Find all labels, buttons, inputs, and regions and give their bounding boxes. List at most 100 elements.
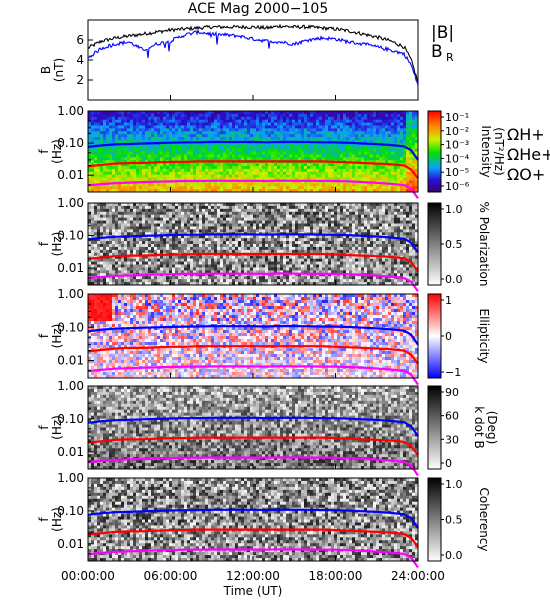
heatmap-cell xyxy=(199,255,203,260)
heatmap-cell xyxy=(394,119,398,123)
heatmap-cell xyxy=(241,125,245,129)
heatmap-cell xyxy=(148,220,152,224)
heatmap-cell xyxy=(160,168,164,173)
heatmap-cell xyxy=(175,276,179,280)
heatmap-cell xyxy=(175,134,179,138)
colorbar-tick-label: 10⁻⁵ xyxy=(445,166,469,179)
heatmap-cell xyxy=(346,163,350,167)
heatmap-cell xyxy=(286,165,290,170)
heatmap-cell xyxy=(229,276,233,280)
heatmap-cell xyxy=(382,111,386,115)
heatmap-cell xyxy=(373,145,377,149)
heatmap-cell xyxy=(103,171,107,176)
heatmap-cell xyxy=(229,186,233,190)
heatmap-cell xyxy=(199,258,203,262)
heatmap-cell xyxy=(130,252,134,257)
heatmap-cell xyxy=(244,238,248,242)
heatmap-cell xyxy=(193,174,197,178)
heatmap-cell xyxy=(238,211,242,216)
heatmap-cell xyxy=(187,174,191,178)
heatmap-cell xyxy=(121,244,125,248)
heatmap-cell xyxy=(220,177,224,181)
heatmap-cell xyxy=(214,122,218,126)
heatmap-cell xyxy=(268,217,272,221)
heatmap-cell xyxy=(217,119,221,123)
heatmap-cell xyxy=(307,128,311,132)
heatmap-cell xyxy=(235,154,239,158)
heatmap-cell xyxy=(199,148,203,152)
heatmap-cell xyxy=(223,163,227,167)
heatmap-cell xyxy=(268,264,272,268)
heatmap-cell xyxy=(163,134,167,138)
heatmap-cell xyxy=(349,137,353,141)
heatmap-cell xyxy=(190,142,194,147)
heatmap-cell xyxy=(103,119,107,123)
heatmap-cell xyxy=(406,151,410,155)
heatmap-cell xyxy=(109,157,113,161)
heatmap-cell xyxy=(208,171,212,176)
heatmap-cell xyxy=(277,189,281,193)
heatmap-cell xyxy=(205,151,209,155)
heatmap-cell xyxy=(196,183,200,187)
heatmap-cell xyxy=(133,128,137,132)
heatmap-cell xyxy=(247,214,251,219)
heatmap-cell xyxy=(190,148,194,152)
heatmap-cell xyxy=(283,134,287,138)
heatmap-cell xyxy=(145,246,149,251)
heatmap-cell xyxy=(148,226,152,230)
heatmap-cell xyxy=(103,148,107,152)
heatmap-cell xyxy=(346,168,350,173)
heatmap-cell xyxy=(280,128,284,132)
heatmap-cell xyxy=(229,116,233,121)
heatmap-cell xyxy=(160,165,164,170)
heatmap-cell xyxy=(229,157,233,161)
heatmap-cell xyxy=(292,142,296,147)
heatmap-cell xyxy=(358,139,362,144)
heatmap-cell xyxy=(178,171,182,176)
heatmap-cell xyxy=(178,214,182,219)
heatmap-cell xyxy=(166,220,170,224)
heatmap-cell xyxy=(373,134,377,138)
heatmap-cell xyxy=(220,244,224,248)
heatmap-cell xyxy=(253,154,257,158)
heatmap-cell xyxy=(139,214,143,219)
heatmap-cell xyxy=(403,134,407,138)
heatmap-cell xyxy=(124,267,128,271)
heatmap-cell xyxy=(88,142,92,147)
heatmap-cell xyxy=(208,125,212,129)
heatmap-cell xyxy=(310,151,314,155)
heatmap-cell xyxy=(286,122,290,126)
heatmap-cell xyxy=(328,163,332,167)
heatmap-cell xyxy=(238,165,242,170)
heatmap-cell xyxy=(184,208,188,213)
heatmap-cell xyxy=(130,119,134,123)
heatmap-cell xyxy=(220,151,224,155)
heatmap-cell xyxy=(136,244,140,248)
heatmap-cell xyxy=(172,223,176,227)
heatmap-cell xyxy=(220,137,224,141)
heatmap-cell xyxy=(232,154,236,158)
heatmap-cell xyxy=(196,267,200,271)
heatmap-cell xyxy=(220,211,224,216)
heatmap-cell xyxy=(313,148,317,152)
heatmap-cell xyxy=(358,137,362,141)
heatmap-cell xyxy=(340,137,344,141)
heatmap-cell xyxy=(160,249,164,254)
heatmap-cell xyxy=(223,145,227,149)
heatmap-cell xyxy=(271,145,275,149)
heatmap-cell xyxy=(124,148,128,152)
heatmap-cell xyxy=(91,137,95,141)
heatmap-cell xyxy=(277,223,281,227)
heatmap-cell xyxy=(223,168,227,173)
heatmap-cell xyxy=(379,154,383,158)
heatmap-cell xyxy=(406,154,410,158)
heatmap-cell xyxy=(181,174,185,178)
heatmap-cell xyxy=(355,174,359,178)
heatmap-cell xyxy=(334,163,338,167)
heatmap-cell xyxy=(340,145,344,149)
heatmap-cell xyxy=(319,125,323,129)
heatmap-cell xyxy=(130,241,134,245)
colorbar-tick-label: 10⁻⁴ xyxy=(445,152,470,165)
heatmap-cell xyxy=(100,261,104,265)
heatmap-cell xyxy=(199,157,203,161)
